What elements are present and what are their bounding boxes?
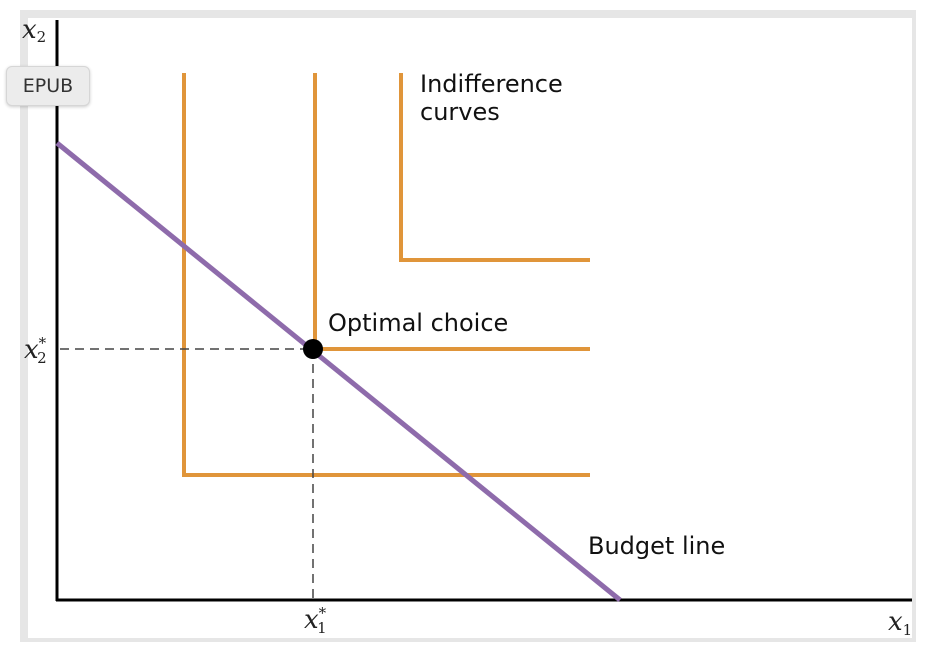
x2-star-label: x* 2 xyxy=(24,334,47,367)
label-base: x xyxy=(304,605,319,635)
budget-line xyxy=(55,141,622,602)
optimal-choice-label: Optimal choice xyxy=(328,309,508,337)
y-axis-label: x2 xyxy=(22,15,46,46)
indifference-curve xyxy=(399,73,590,262)
label-sub: 2 xyxy=(37,28,47,46)
budget-line-label: Budget line xyxy=(588,532,725,560)
label-sup: * xyxy=(39,334,47,352)
x1-star-label: x* 1 xyxy=(304,604,327,637)
label-sup: * xyxy=(319,604,327,622)
label-base: x xyxy=(22,15,37,45)
label-sub: 1 xyxy=(317,619,327,637)
label-base: x xyxy=(24,335,39,365)
label-base: x xyxy=(888,607,903,637)
epub-button[interactable]: EPUB xyxy=(6,66,90,106)
optimal-point xyxy=(303,339,323,359)
indifference-curve xyxy=(182,73,590,477)
panel xyxy=(28,18,912,638)
label-sub: 2 xyxy=(37,349,47,367)
indifference-label: Indifference xyxy=(420,70,563,98)
label-sub: 1 xyxy=(903,621,913,639)
indifference-label: curves xyxy=(420,98,500,126)
x-axis-label: x1 xyxy=(888,607,912,639)
